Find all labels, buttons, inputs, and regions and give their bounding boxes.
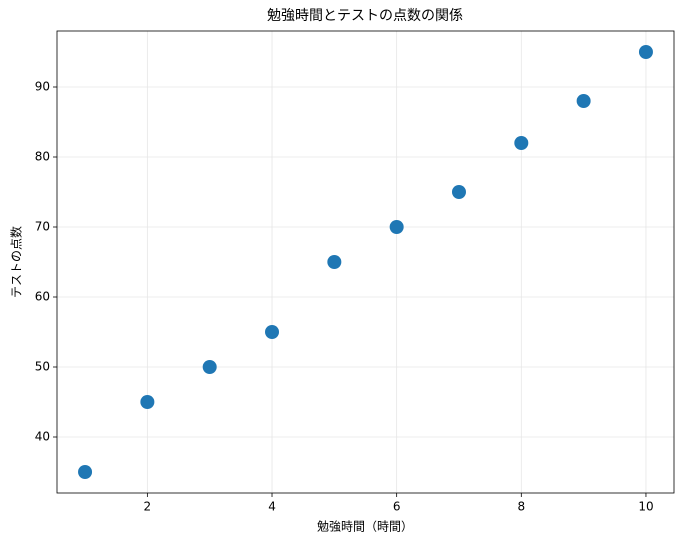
- x-axis-label: 勉強時間（時間）: [317, 520, 413, 534]
- x-tick-label: 10: [638, 500, 653, 514]
- point: [78, 465, 93, 479]
- point: [327, 255, 342, 269]
- point: [389, 220, 404, 234]
- x-tick-label: 8: [517, 500, 525, 514]
- point: [576, 94, 591, 108]
- point: [265, 325, 280, 339]
- x-tick-label: 2: [144, 500, 152, 514]
- point: [638, 45, 653, 59]
- y-tick-label: 80: [35, 150, 50, 164]
- chart-title: 勉強時間とテストの点数の関係: [267, 8, 463, 24]
- y-tick-label: 90: [35, 80, 50, 94]
- x-tick-label: 4: [268, 500, 276, 514]
- point: [451, 185, 466, 199]
- point: [140, 395, 155, 409]
- y-tick-label: 40: [35, 430, 50, 444]
- x-tick-label: 6: [393, 500, 401, 514]
- point: [514, 136, 529, 150]
- plot-frame: [56, 30, 675, 494]
- y-tick-label: 70: [35, 220, 50, 234]
- y-tick-label: 60: [35, 290, 50, 304]
- point: [202, 360, 217, 374]
- y-axis-label: テストの点数: [9, 226, 24, 298]
- y-tick-label: 50: [35, 360, 50, 374]
